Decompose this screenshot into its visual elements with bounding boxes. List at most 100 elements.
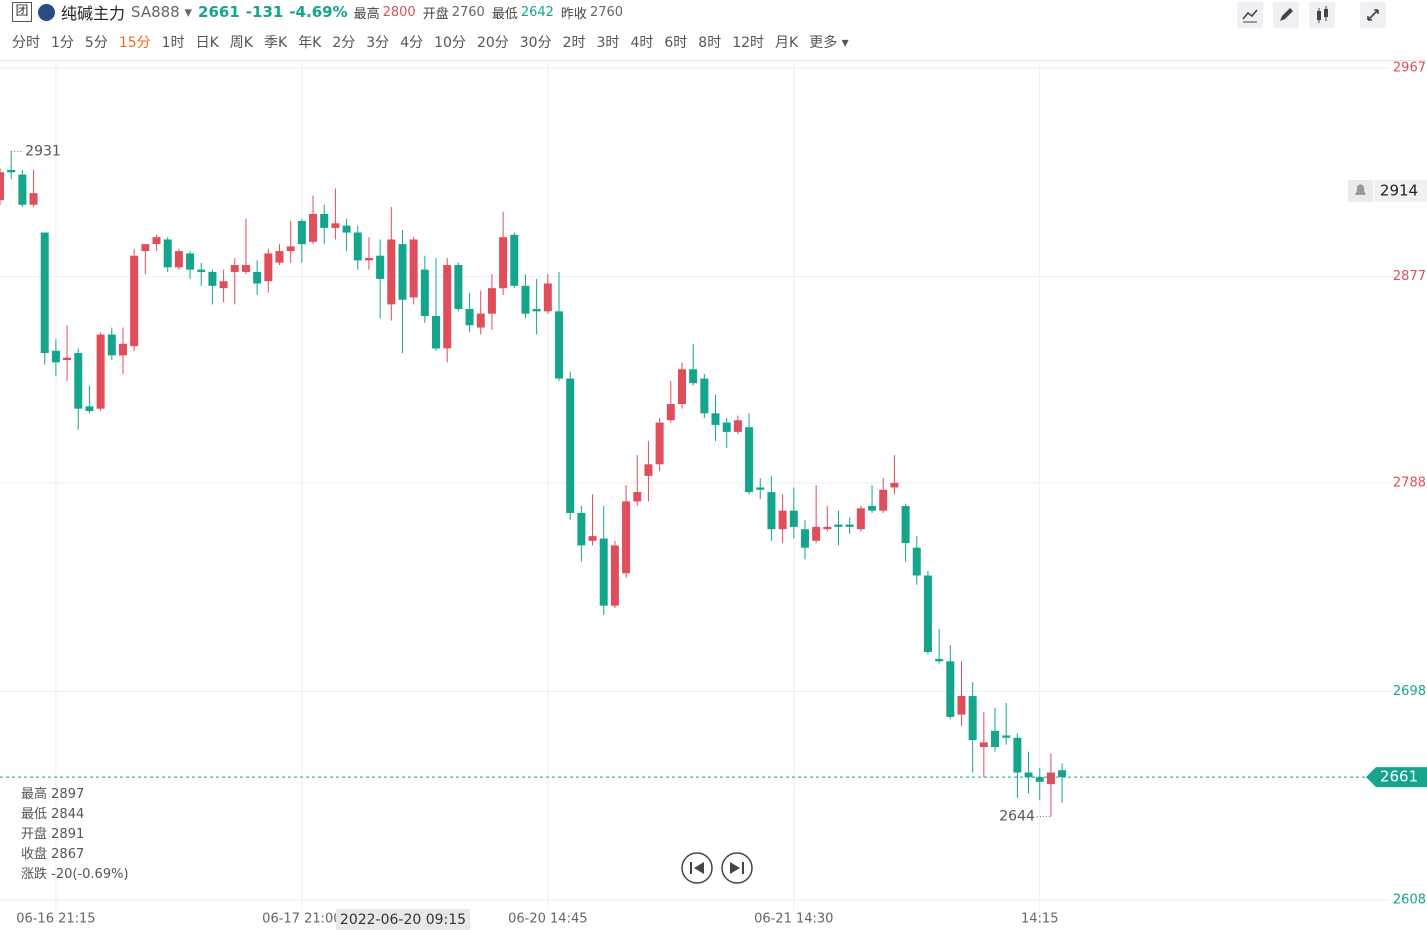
candle-body bbox=[1013, 737, 1022, 773]
hover-row: 最低 2844 bbox=[21, 805, 129, 825]
x-tick-label: 06-20 14:45 bbox=[508, 912, 587, 927]
candle-body bbox=[733, 420, 742, 432]
period[interactable]: 2时 bbox=[562, 35, 586, 51]
candle-body bbox=[666, 404, 675, 421]
alert-price: 2914 bbox=[1380, 181, 1418, 199]
instrument-name: 纯碱主力 bbox=[61, 4, 126, 23]
candle-body bbox=[711, 413, 720, 425]
period[interactable]: 周K bbox=[229, 35, 253, 51]
period[interactable]: 1分 bbox=[51, 35, 74, 51]
period[interactable]: 6时 bbox=[664, 35, 688, 51]
hover-value: 2897 bbox=[51, 787, 85, 802]
period[interactable]: 2分 bbox=[332, 35, 356, 51]
period[interactable]: 4分 bbox=[400, 35, 424, 51]
candle-body bbox=[599, 538, 608, 606]
period[interactable]: 分时 bbox=[12, 35, 40, 51]
candle-body bbox=[320, 214, 329, 228]
hover-row: 收盘 2867 bbox=[21, 845, 129, 865]
y-tick-label: 2608 bbox=[1393, 893, 1426, 908]
crosshair-text: 2022-06-20 09:15 bbox=[340, 912, 466, 928]
instrument-code[interactable]: SA888 ▾ bbox=[131, 3, 193, 21]
hover-label: 最低 bbox=[21, 807, 48, 822]
last-price-tag bbox=[1366, 767, 1427, 788]
crosshair-box bbox=[336, 909, 470, 930]
candle-body bbox=[432, 315, 441, 349]
candle-body bbox=[208, 271, 217, 286]
candle-body bbox=[856, 508, 865, 530]
x-tick-label: 06-16 21:15 bbox=[16, 912, 95, 927]
period[interactable]: 5分 bbox=[84, 35, 108, 51]
candle-body bbox=[63, 357, 72, 361]
period[interactable]: 3时 bbox=[596, 35, 620, 51]
candle-body bbox=[700, 378, 709, 414]
period[interactable]: 月K bbox=[775, 35, 799, 51]
change-pct: -4.69% bbox=[289, 3, 348, 21]
candle-body bbox=[588, 536, 597, 541]
hover-row: 开盘 2891 bbox=[21, 825, 129, 845]
candle-body bbox=[655, 422, 664, 465]
candle-body bbox=[946, 661, 955, 717]
alert-marker[interactable]: 2914 bbox=[1348, 179, 1427, 202]
x-tick-label: 06-21 14:30 bbox=[754, 912, 833, 927]
period[interactable]: 8时 bbox=[698, 35, 722, 51]
candle-body bbox=[197, 269, 206, 272]
candle-body bbox=[1024, 772, 1033, 778]
alert-bell bbox=[1355, 184, 1366, 195]
change: -131 bbox=[245, 3, 284, 21]
stats: 最高 2800 开盘 2760 最低 2642 昨收 2760 bbox=[354, 3, 627, 22]
period[interactable]: 日K bbox=[195, 35, 219, 51]
candle-body bbox=[465, 309, 474, 326]
candle-body bbox=[186, 253, 195, 270]
stat-value: 2760 bbox=[451, 4, 485, 20]
candle-tool[interactable] bbox=[1309, 2, 1335, 28]
stat-value: 2760 bbox=[589, 4, 624, 20]
period[interactable]: 年K bbox=[298, 35, 322, 51]
candle-body bbox=[107, 334, 116, 356]
candle-body bbox=[957, 696, 966, 715]
candle-body bbox=[912, 547, 921, 576]
candle-body bbox=[879, 489, 888, 511]
period-bar: 分时 1分 5分 15分 1时 日K 周K 季K 年K 2分 3分 4分 10分 20分 30分 2时 3时 4时… bbox=[12, 30, 849, 54]
candle-body bbox=[85, 406, 94, 411]
period[interactable]: 12时 bbox=[732, 35, 765, 51]
candle-body bbox=[543, 283, 552, 312]
candle-body bbox=[353, 232, 362, 261]
hover-value: 2844 bbox=[51, 807, 85, 822]
candle-body bbox=[577, 512, 586, 546]
draw-tool[interactable] bbox=[1273, 2, 1299, 28]
period[interactable]: 15分 bbox=[118, 35, 151, 51]
period[interactable]: 3分 bbox=[366, 35, 390, 51]
candle-body bbox=[264, 253, 273, 282]
period[interactable]: 10分 bbox=[434, 35, 466, 51]
stat-label: 最高 bbox=[353, 6, 380, 22]
candle-body bbox=[935, 658, 944, 662]
toolbar bbox=[1237, 2, 1427, 28]
y-tick-label: 2788 bbox=[1393, 475, 1426, 490]
period[interactable]: 更多 ▾ bbox=[809, 35, 849, 51]
candle-body bbox=[834, 524, 843, 527]
period[interactable]: 1时 bbox=[161, 35, 185, 51]
last-price-text: 2661 bbox=[1380, 768, 1418, 786]
candle-body bbox=[566, 378, 575, 513]
candle-body bbox=[778, 510, 787, 530]
candle-body bbox=[1002, 735, 1011, 738]
candle-body bbox=[74, 353, 83, 409]
y-tick-label: 2967 bbox=[1393, 61, 1426, 76]
line-tool[interactable] bbox=[1237, 2, 1263, 28]
candle-body bbox=[275, 251, 284, 263]
x-tick-label: 14:15 bbox=[1021, 912, 1058, 927]
candle-body bbox=[331, 223, 340, 228]
candle-body bbox=[510, 234, 519, 286]
candle-body bbox=[812, 526, 821, 541]
candle-body bbox=[1046, 772, 1055, 785]
candle-body bbox=[241, 264, 250, 272]
fullscreen-tool[interactable] bbox=[1360, 2, 1386, 28]
next-button[interactable] bbox=[721, 852, 753, 884]
prev-button[interactable] bbox=[681, 852, 713, 884]
candle-body bbox=[745, 427, 754, 493]
price: 2661 bbox=[198, 3, 240, 21]
period[interactable]: 季K bbox=[263, 35, 288, 51]
period[interactable]: 20分 bbox=[476, 35, 509, 51]
period[interactable]: 4时 bbox=[630, 35, 654, 51]
period[interactable]: 30分 bbox=[519, 35, 552, 51]
